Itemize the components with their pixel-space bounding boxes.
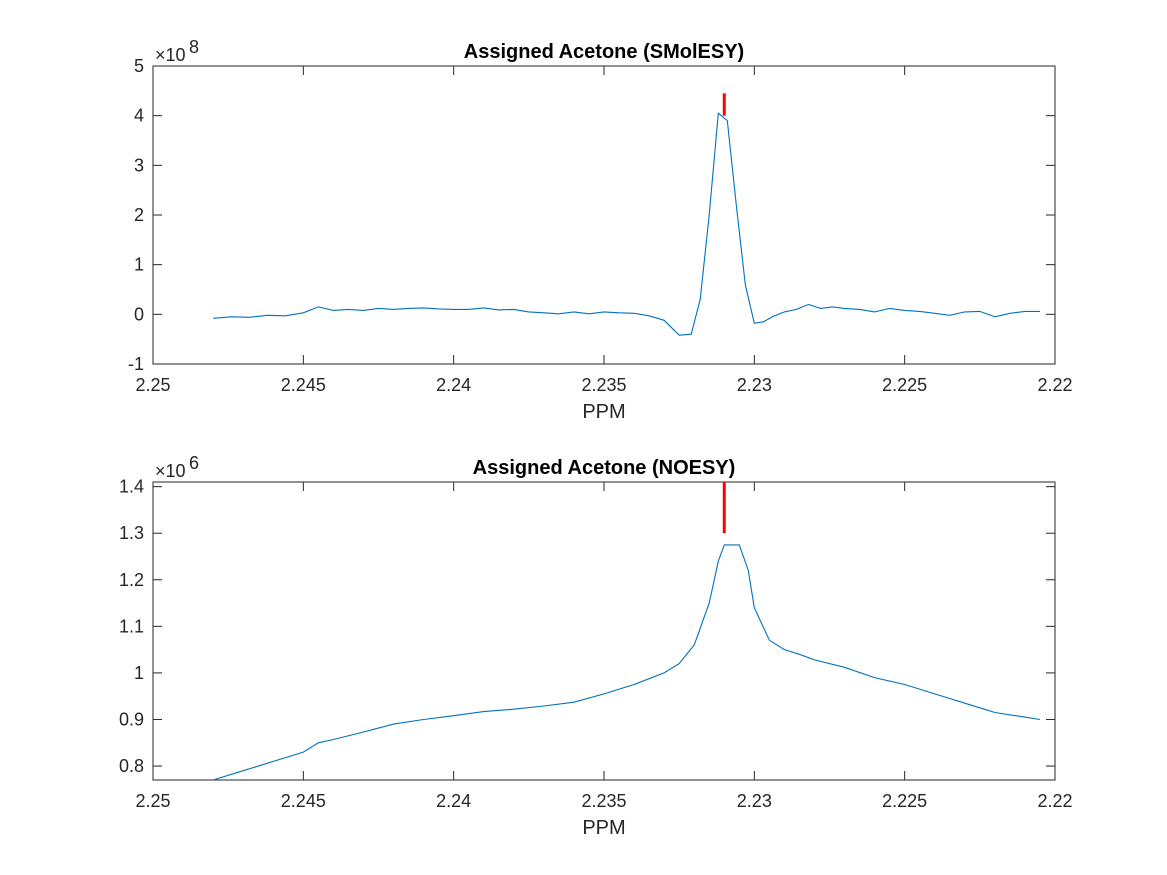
y-tick-label: 0.9 (119, 709, 144, 729)
chart-title: Assigned Acetone (SMolESY) (464, 41, 744, 63)
x-tick-label: 2.225 (882, 375, 927, 395)
x-tick-label: 2.25 (135, 375, 170, 395)
x-tick-label: 2.225 (882, 791, 927, 811)
y-tick-label: 1 (134, 663, 144, 683)
x-tick-label: 2.235 (581, 791, 626, 811)
axes-box (152, 65, 1056, 365)
y-tick-label: 3 (134, 155, 144, 175)
y-tick-label: 2 (134, 205, 144, 225)
y-tick-label: 1.4 (119, 477, 144, 497)
x-tick-label: 2.23 (737, 791, 772, 811)
x-tick-label: 2.22 (1037, 375, 1072, 395)
y-tick-label: 5 (134, 56, 144, 76)
y-tick-label: 4 (134, 106, 144, 126)
y-tick-label: 1.2 (119, 570, 144, 590)
x-tick-label: 2.23 (737, 375, 772, 395)
x-tick-label: 2.235 (581, 375, 626, 395)
series-line (212, 544, 1041, 780)
x-tick-label: 2.24 (436, 791, 471, 811)
y-tick-label: 1 (134, 255, 144, 275)
x-tick-label: 2.245 (281, 375, 326, 395)
y-exponent: 8 (189, 37, 199, 57)
y-exponent: 6 (189, 453, 199, 473)
chart-title: Assigned Acetone (NOESY) (473, 457, 736, 479)
smolesy-plot: 2.25 2.245 2.24 2.235 2.23 2.225 2.22 -1 0 1 2 3 4 5 ×… (128, 37, 1073, 423)
y-tick-label: 0 (134, 304, 144, 324)
series-line (213, 112, 1040, 336)
x-tick-label: 2.245 (281, 791, 326, 811)
y-tick-label: 1.1 (119, 616, 144, 636)
y-tick-label: -1 (128, 354, 144, 374)
y-exponent-base: ×10 (155, 45, 186, 65)
y-exponent-base: ×10 (155, 461, 186, 481)
axes-box (152, 481, 1056, 781)
x-tick-label: 2.25 (135, 791, 170, 811)
x-tick-label: 2.24 (436, 375, 471, 395)
x-tick-label: 2.22 (1037, 791, 1072, 811)
y-tick-label: 0.8 (119, 756, 144, 776)
y-tick-label: 1.3 (119, 523, 144, 543)
x-axis-label: PPM (582, 401, 625, 423)
noesy-plot: 2.25 2.245 2.24 2.235 2.23 2.225 2.22 0.8 0.9 1 1.… (119, 453, 1073, 839)
x-axis-label: PPM (582, 817, 625, 839)
